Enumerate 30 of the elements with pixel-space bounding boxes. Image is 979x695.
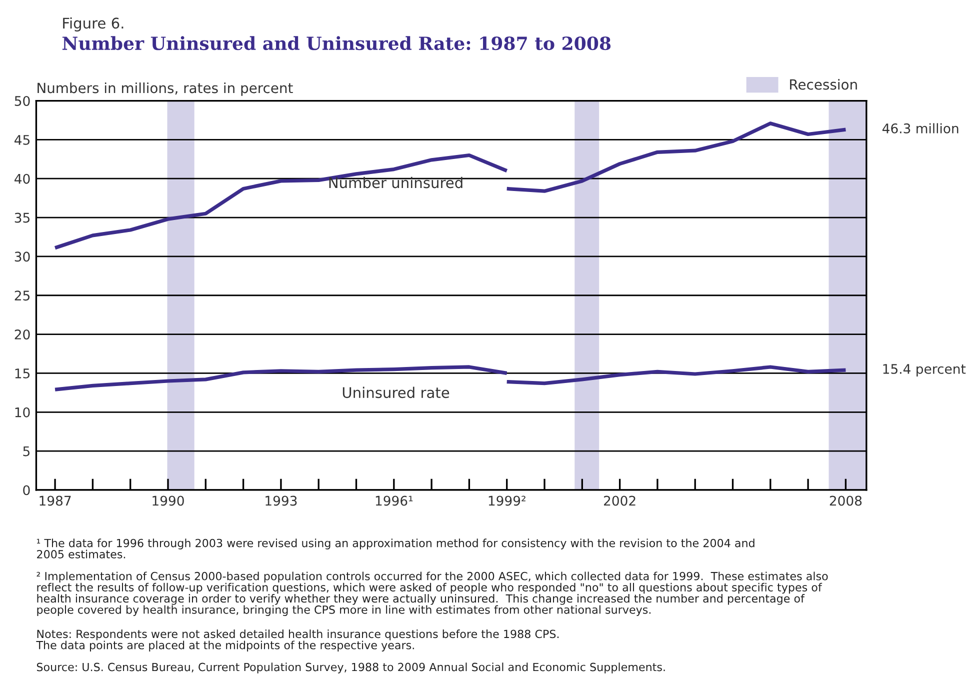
text: Notes: Respondents were not asked detailed health insurance questions before the 1988 CPS. The data points are placed at the midpoints of the respective years. bbox=[36, 630, 559, 652]
y-tick-label: 40 bbox=[14, 174, 30, 184]
y-tick-label: 20 bbox=[14, 330, 30, 340]
y-tick-label: 25 bbox=[14, 290, 30, 301]
x-tick-label: 1999² bbox=[488, 496, 526, 506]
source-note: Source: U.S. Census Bureau, Current Population Survey, 1988 to 2009 Annual Social and Economic Supplements. bbox=[36, 662, 665, 674]
legend-label: Recession bbox=[790, 79, 857, 90]
y-tick-label: 35 bbox=[14, 212, 30, 223]
x-tick-label: 2002 bbox=[604, 496, 636, 506]
y-axis-title: Numbers in millions, rates in percent bbox=[38, 82, 293, 96]
x-tick-label: 1993 bbox=[266, 496, 297, 506]
text: ¹ The data for 1996 through 2003 were revised using an approximation method for consistency with the revision to the 2004 and 2005 estimates. bbox=[36, 538, 754, 558]
y-tick-label: 30 bbox=[14, 252, 30, 262]
x-tick-label: 1987 bbox=[40, 496, 71, 506]
x-tick-label: 1990 bbox=[152, 496, 184, 506]
y-tick-label: 50 bbox=[14, 96, 30, 106]
x-tick-label: 2008 bbox=[830, 496, 862, 506]
y-tick-label: 5 bbox=[23, 446, 30, 456]
annotation: 15.4 percent bbox=[883, 364, 966, 376]
y-tick-label: 0 bbox=[23, 485, 30, 496]
chart-title: Number Uninsured and Uninsured Rate: 1987 to 2008 bbox=[62, 36, 611, 50]
series-label: Number uninsured bbox=[329, 176, 462, 188]
series-label: Uninsured rate bbox=[342, 386, 450, 398]
y-tick-label: 15 bbox=[15, 368, 30, 378]
x-tick-label: 1996¹ bbox=[376, 496, 413, 506]
text: ² Implementation of Census 2000-based population controls occurred for the 2000 ASEC, which collected data for 1999. These estimates also reflect the results of follow-up verification questions, which were asked of people who responded "no" to all questions about specific types of health insurance coverage in order to verify whether they were actually uninsured. This change increased the number and percentage of people covered by health insurance, bringing the CPS more in line with estimates from other national surveys. bbox=[36, 572, 828, 616]
annotation: 46.3 million bbox=[882, 123, 958, 134]
y-tick-label: 45 bbox=[14, 135, 30, 145]
y-tick-label: 10 bbox=[15, 407, 30, 418]
chart-subtitle: Figure 6. bbox=[63, 17, 124, 32]
